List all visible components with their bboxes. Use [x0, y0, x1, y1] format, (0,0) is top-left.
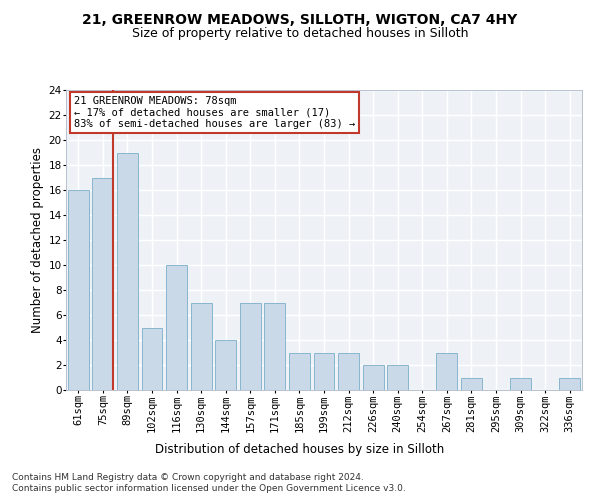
Text: Contains HM Land Registry data © Crown copyright and database right 2024.: Contains HM Land Registry data © Crown c…	[12, 472, 364, 482]
Text: Size of property relative to detached houses in Silloth: Size of property relative to detached ho…	[132, 28, 468, 40]
Bar	[265, 302, 286, 390]
Bar	[68, 190, 89, 390]
Bar	[461, 378, 482, 390]
Bar	[240, 302, 261, 390]
Bar	[436, 352, 457, 390]
Bar	[387, 365, 408, 390]
Bar	[215, 340, 236, 390]
Bar	[338, 352, 359, 390]
Bar	[362, 365, 383, 390]
Bar	[559, 378, 580, 390]
Bar	[117, 152, 138, 390]
Bar	[289, 352, 310, 390]
Bar	[92, 178, 113, 390]
Y-axis label: Number of detached properties: Number of detached properties	[31, 147, 44, 333]
Bar	[166, 265, 187, 390]
Text: 21, GREENROW MEADOWS, SILLOTH, WIGTON, CA7 4HY: 21, GREENROW MEADOWS, SILLOTH, WIGTON, C…	[82, 12, 518, 26]
Bar	[314, 352, 334, 390]
Text: Contains public sector information licensed under the Open Government Licence v3: Contains public sector information licen…	[12, 484, 406, 493]
Bar	[191, 302, 212, 390]
Bar	[510, 378, 531, 390]
Text: 21 GREENROW MEADOWS: 78sqm
← 17% of detached houses are smaller (17)
83% of semi: 21 GREENROW MEADOWS: 78sqm ← 17% of deta…	[74, 96, 355, 129]
Bar	[142, 328, 163, 390]
Text: Distribution of detached houses by size in Silloth: Distribution of detached houses by size …	[155, 442, 445, 456]
